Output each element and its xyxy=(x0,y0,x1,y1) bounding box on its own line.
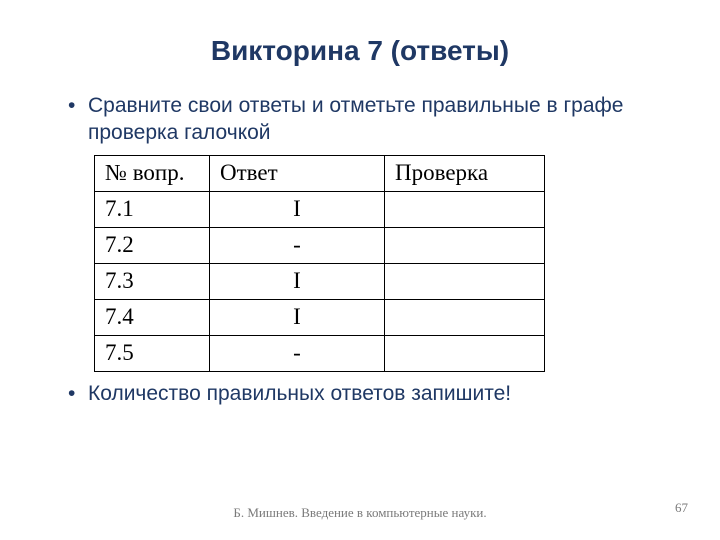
table-row: 7.4 I xyxy=(95,299,545,335)
cell-answer: I xyxy=(210,191,385,227)
answer-table-wrap: № вопр. Ответ Проверка 7.1 I 7.2 - 7.3 xyxy=(94,155,660,372)
bullet-list: Сравните свои ответы и отметьте правильн… xyxy=(60,92,660,147)
cell-check xyxy=(385,227,545,263)
cell-answer: I xyxy=(210,299,385,335)
table-row: 7.2 - xyxy=(95,227,545,263)
cell-num: 7.3 xyxy=(95,263,210,299)
table-header-row: № вопр. Ответ Проверка xyxy=(95,155,545,191)
header-answer: Ответ xyxy=(210,155,385,191)
bullet-intro: Сравните свои ответы и отметьте правильн… xyxy=(60,92,660,147)
cell-num: 7.5 xyxy=(95,335,210,371)
bullet-list-after: Количество правильных ответов запишите! xyxy=(60,380,660,407)
cell-check xyxy=(385,191,545,227)
cell-answer: - xyxy=(210,227,385,263)
cell-answer: I xyxy=(210,263,385,299)
cell-check xyxy=(385,263,545,299)
table-row: 7.1 I xyxy=(95,191,545,227)
slide-title: Викторина 7 (ответы) xyxy=(60,35,660,67)
cell-num: 7.4 xyxy=(95,299,210,335)
page-number: 67 xyxy=(675,500,688,516)
footer-text: Б. Мишнев. Введение в компьютерные науки… xyxy=(233,505,486,521)
cell-check xyxy=(385,299,545,335)
header-check: Проверка xyxy=(385,155,545,191)
cell-num: 7.1 xyxy=(95,191,210,227)
cell-answer: - xyxy=(210,335,385,371)
header-number: № вопр. xyxy=(95,155,210,191)
cell-num: 7.2 xyxy=(95,227,210,263)
table-row: 7.3 I xyxy=(95,263,545,299)
bullet-after: Количество правильных ответов запишите! xyxy=(60,380,660,407)
table-row: 7.5 - xyxy=(95,335,545,371)
answer-table: № вопр. Ответ Проверка 7.1 I 7.2 - 7.3 xyxy=(94,155,545,372)
footer: Б. Мишнев. Введение в компьютерные науки… xyxy=(0,504,720,522)
slide: Викторина 7 (ответы) Сравните свои ответ… xyxy=(0,0,720,540)
cell-check xyxy=(385,335,545,371)
